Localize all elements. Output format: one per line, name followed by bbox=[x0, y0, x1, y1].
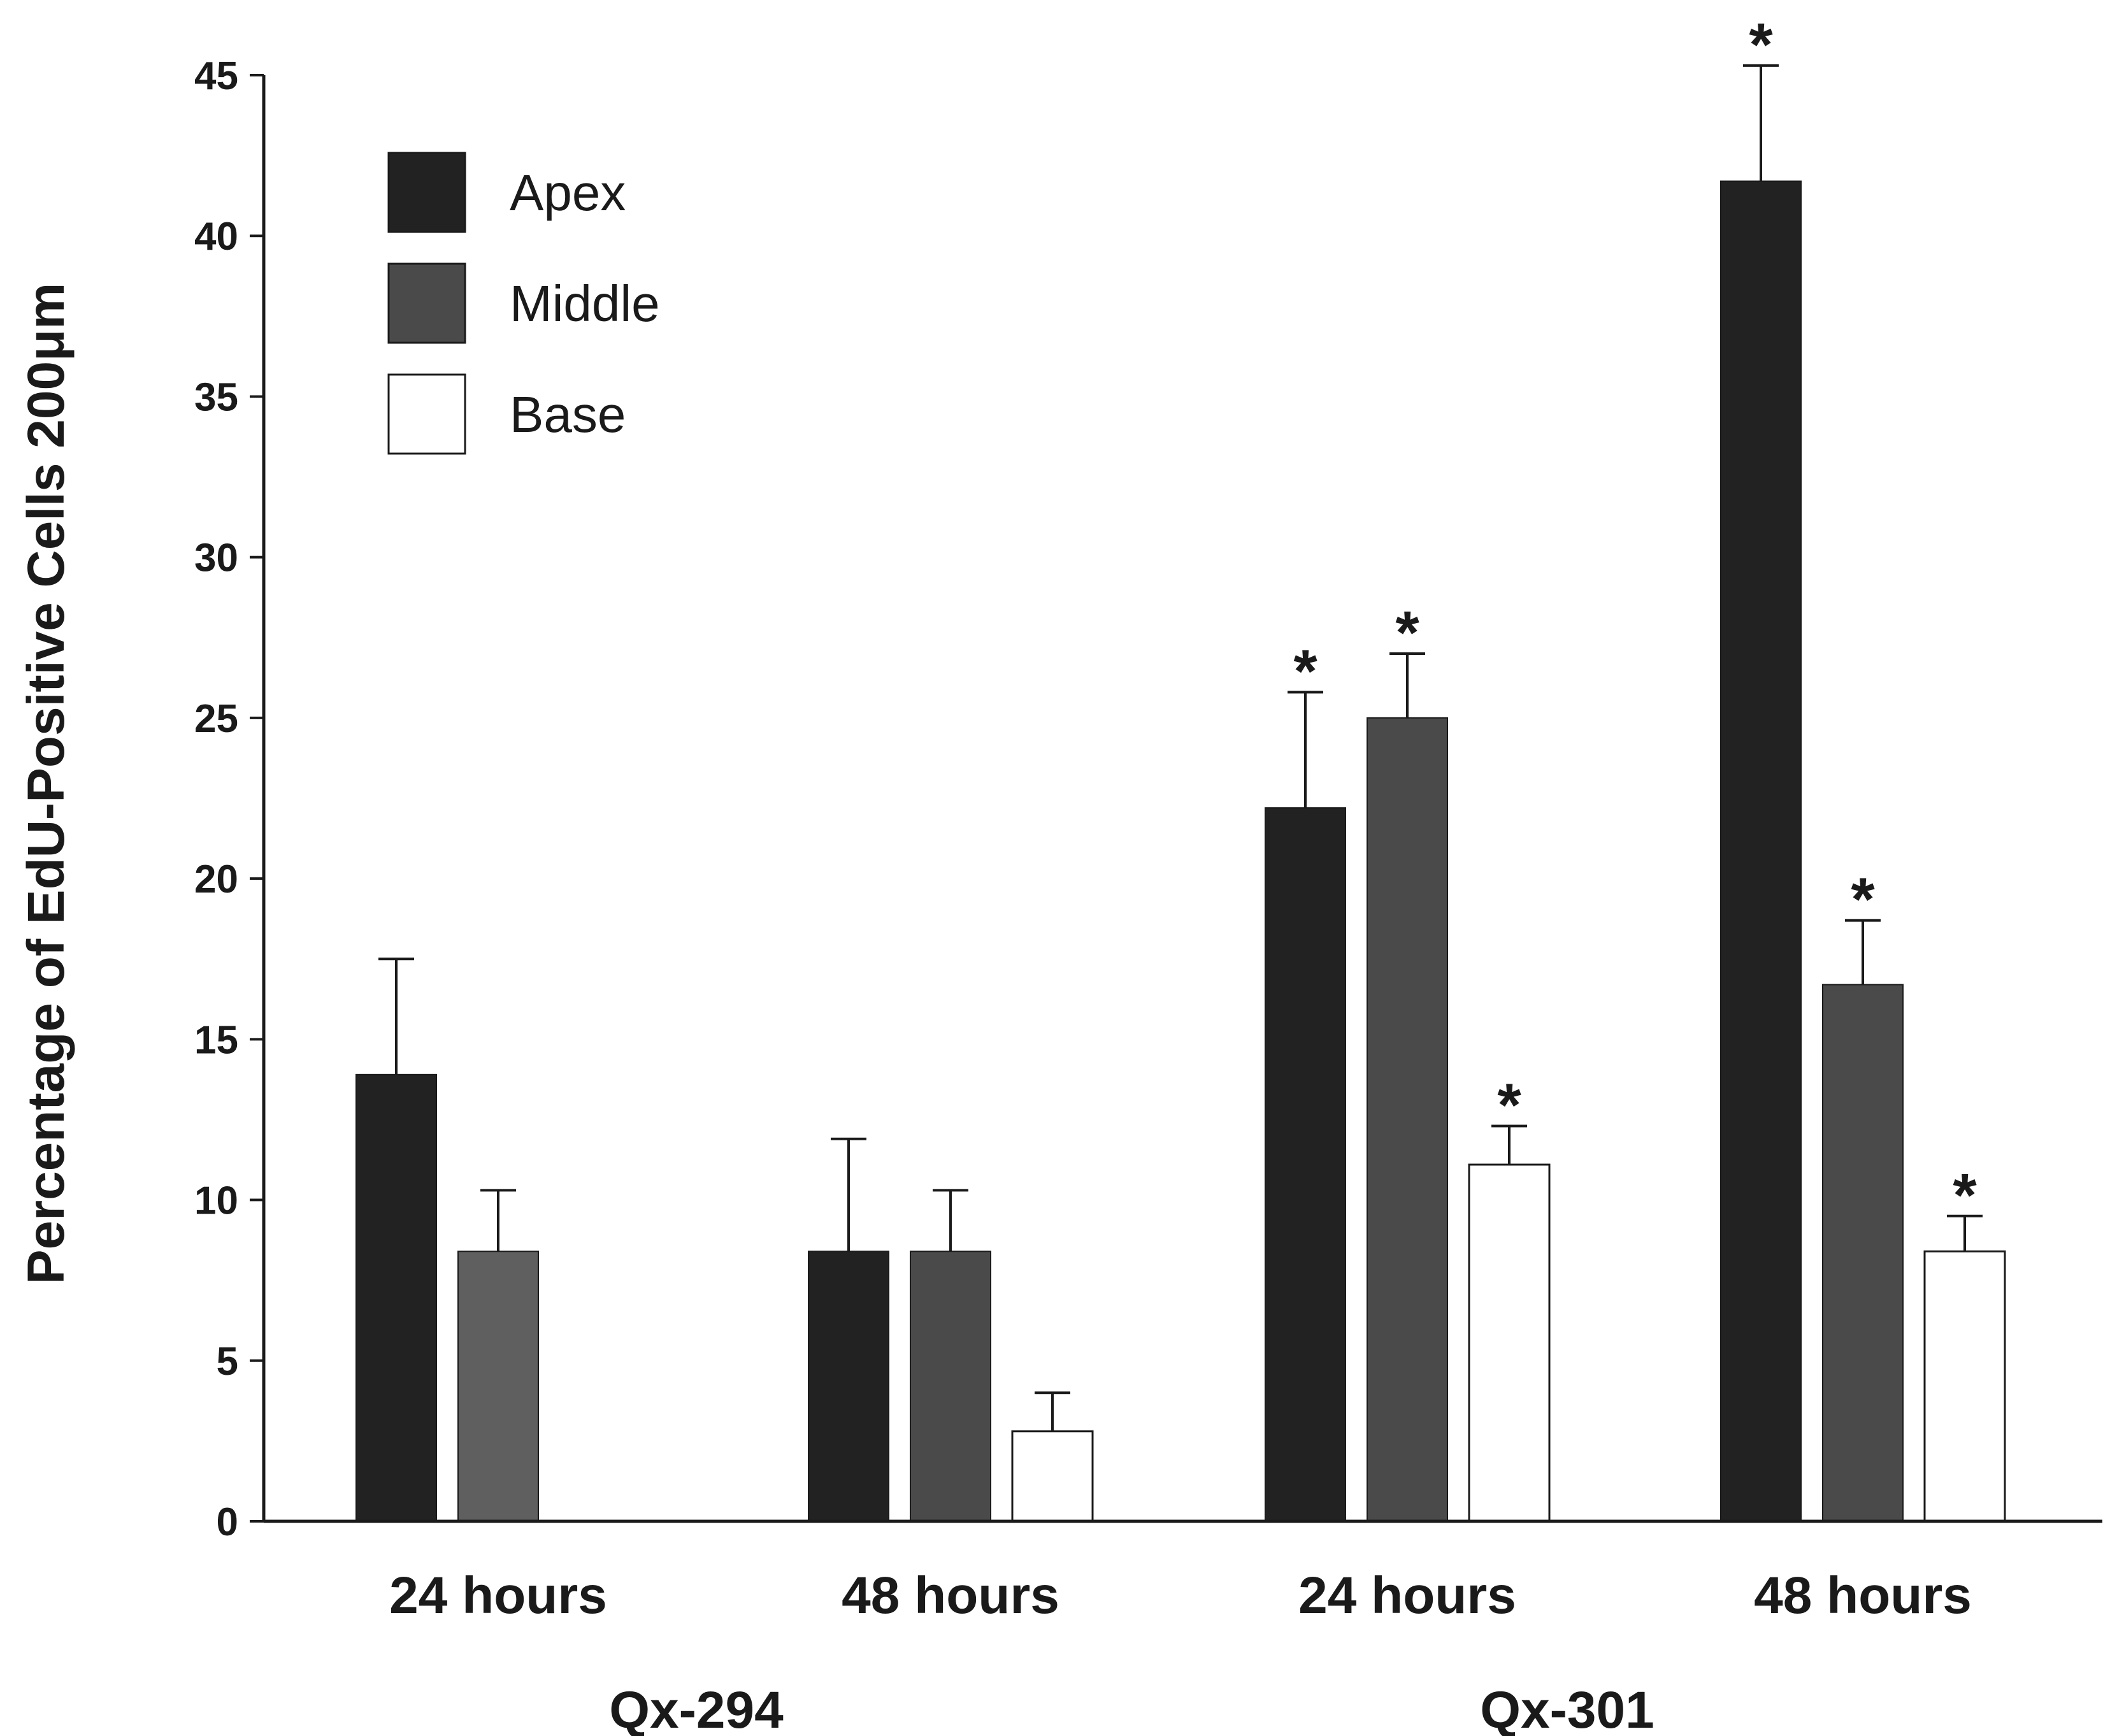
bar-apex-0 bbox=[355, 1073, 437, 1523]
bar-apex-2 bbox=[1265, 807, 1346, 1522]
significance-marker-base-2: * bbox=[1497, 1072, 1521, 1140]
chart-legend: Apex Middle Base bbox=[387, 152, 660, 455]
chart-axes bbox=[250, 74, 2102, 1523]
significance-marker-middle-2: * bbox=[1395, 599, 1419, 667]
y-tick-label-30: 30 bbox=[194, 536, 238, 580]
x-tick-label-1: 48 hours bbox=[842, 1567, 1059, 1625]
legend-label-middle: Middle bbox=[510, 275, 660, 332]
bar-apex-3 bbox=[1720, 180, 1802, 1523]
significance-marker-apex-2: * bbox=[1293, 638, 1317, 706]
bar-middle-3 bbox=[1822, 984, 1904, 1522]
y-tick-label-25: 25 bbox=[194, 697, 238, 741]
bar-base-1 bbox=[1011, 1430, 1094, 1523]
bar-base-3 bbox=[1923, 1250, 2006, 1523]
significance-marker-middle-3: * bbox=[1851, 866, 1875, 934]
legend-swatch-middle bbox=[387, 262, 466, 344]
y-tick-label-35: 35 bbox=[194, 375, 238, 419]
significance-marker-apex-3: * bbox=[1749, 11, 1773, 79]
group-label-0: Qx-294 bbox=[609, 1681, 784, 1736]
y-tick-label-20: 20 bbox=[194, 857, 238, 901]
y-tick-label-5: 5 bbox=[217, 1340, 238, 1384]
x-tick-label-2: 24 hours bbox=[1298, 1567, 1516, 1625]
y-tick-label-0: 0 bbox=[217, 1500, 238, 1544]
bar-base-2 bbox=[1468, 1163, 1551, 1523]
chart-bars bbox=[355, 64, 2006, 1523]
chart-labels: * * * * * * 0 5 10 15 20 25 30 35 40 45 24 hours 48 hours… bbox=[194, 11, 1977, 1736]
y-tick-label-10: 10 bbox=[194, 1179, 238, 1223]
y-tick-label-40: 40 bbox=[194, 215, 238, 259]
legend-swatch-apex bbox=[387, 152, 466, 233]
bar-middle-2 bbox=[1367, 717, 1448, 1522]
y-tick-label-15: 15 bbox=[194, 1018, 238, 1062]
x-tick-label-3: 48 hours bbox=[1754, 1567, 1972, 1625]
bar-apex-1 bbox=[808, 1251, 889, 1523]
bar-middle-0 bbox=[457, 1251, 539, 1523]
x-tick-label-0: 24 hours bbox=[389, 1567, 607, 1625]
significance-marker-base-3: * bbox=[1953, 1161, 1977, 1230]
legend-swatch-base bbox=[387, 373, 466, 455]
bar-middle-1 bbox=[910, 1251, 991, 1523]
y-tick-label-45: 45 bbox=[194, 54, 238, 98]
group-label-1: Qx-301 bbox=[1480, 1681, 1654, 1736]
legend-label-apex: Apex bbox=[510, 164, 626, 221]
legend-label-base: Base bbox=[510, 386, 626, 443]
y-axis-label: Percentage of EdU-Positive Cells 200μm bbox=[17, 283, 75, 1284]
